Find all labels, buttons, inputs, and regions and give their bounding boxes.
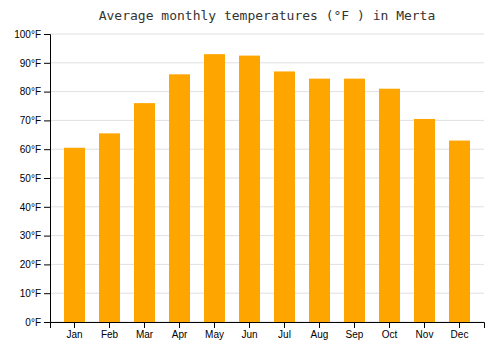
x-tick: Aug xyxy=(311,322,329,340)
bar xyxy=(309,79,330,322)
axis-line xyxy=(51,323,485,329)
y-tick-mark xyxy=(44,264,50,265)
axis-line xyxy=(44,35,51,323)
plot: Jan Feb Mar Apr May Jun Jul Aug Sep Oct Nov Dec 0°F 1… xyxy=(14,29,484,340)
x-tick-mark xyxy=(109,322,110,328)
y-tick-mark xyxy=(44,178,50,179)
x-tick: May xyxy=(205,322,224,340)
grid-line xyxy=(50,34,484,35)
x-tick: Apr xyxy=(172,322,188,340)
y-tick-mark xyxy=(44,63,50,64)
x-tick-label: Feb xyxy=(101,329,119,340)
x-tick-label: Nov xyxy=(416,329,434,340)
x-tick-mark xyxy=(214,322,215,328)
x-tick-label: Oct xyxy=(382,329,398,340)
title: Average monthly temperatures (°F ) in Me… xyxy=(99,8,436,23)
chart: Jan Feb Mar Apr May Jun Jul Aug Sep Oct Nov Dec 0°F 1… xyxy=(0,0,500,350)
y-tick: 100°F xyxy=(14,29,50,40)
y-tick-mark xyxy=(44,92,50,93)
y-tick-label: 60°F xyxy=(20,144,41,155)
bars xyxy=(64,54,470,322)
y-tick-mark xyxy=(44,293,50,294)
y-tick: 90°F xyxy=(20,58,50,69)
y-tick-mark xyxy=(44,120,50,121)
y-tick-label: 0°F xyxy=(25,317,41,328)
y-tick-label: 20°F xyxy=(20,259,41,270)
x-axis: Jan Feb Mar Apr May Jun Jul Aug Sep Oct Nov Dec xyxy=(51,322,485,340)
y-tick-mark xyxy=(44,236,50,237)
x-tick-mark xyxy=(144,322,145,328)
x-tick-label: Jun xyxy=(241,329,257,340)
x-tick: Dec xyxy=(451,322,469,340)
y-tick-label: 30°F xyxy=(20,230,41,241)
y-tick: 70°F xyxy=(20,115,50,126)
x-tick-mark xyxy=(179,322,180,328)
x-tick-label: Jan xyxy=(66,329,82,340)
y-tick-label: 80°F xyxy=(20,86,41,97)
y-tick-mark xyxy=(44,34,50,35)
y-tick-label: 70°F xyxy=(20,115,41,126)
y-tick-label: 90°F xyxy=(20,58,41,69)
x-tick: Jun xyxy=(241,322,257,340)
bar xyxy=(414,119,435,322)
y-tick: 10°F xyxy=(20,288,50,299)
y-tick-mark xyxy=(44,322,50,323)
x-tick-mark xyxy=(74,322,75,328)
x-tick-label: Dec xyxy=(451,329,469,340)
bar xyxy=(204,54,225,322)
x-tick: Sep xyxy=(346,322,364,340)
y-tick: 0°F xyxy=(25,317,50,328)
x-tick-label: Mar xyxy=(136,329,154,340)
y-tick: 20°F xyxy=(20,259,50,270)
x-tick-mark xyxy=(354,322,355,328)
y-tick: 40°F xyxy=(20,202,50,213)
y-tick: 60°F xyxy=(20,144,50,155)
x-tick-mark xyxy=(319,322,320,328)
grid xyxy=(50,34,484,322)
x-tick-label: Jul xyxy=(278,329,291,340)
x-tick-mark xyxy=(249,322,250,328)
bar xyxy=(169,74,190,322)
y-tick-label: 40°F xyxy=(20,202,41,213)
bar xyxy=(379,89,400,322)
x-tick-mark xyxy=(424,322,425,328)
x-tick: Oct xyxy=(382,322,398,340)
x-tick-mark xyxy=(389,322,390,328)
y-tick-mark xyxy=(44,207,50,208)
x-tick-mark xyxy=(459,322,460,328)
y-tick-mark xyxy=(44,149,50,150)
y-tick: 50°F xyxy=(20,173,50,184)
y-tick-label: 50°F xyxy=(20,173,41,184)
bar xyxy=(274,71,295,322)
bar xyxy=(449,141,470,322)
y-tick-label: 10°F xyxy=(20,288,41,299)
x-tick: Jul xyxy=(278,322,291,340)
x-tick-mark xyxy=(284,322,285,328)
y-tick: 80°F xyxy=(20,86,50,97)
x-tick: Mar xyxy=(136,322,154,340)
bar xyxy=(134,103,155,322)
bar xyxy=(239,56,260,322)
bar xyxy=(344,79,365,322)
y-tick: 30°F xyxy=(20,230,50,241)
bar xyxy=(99,133,120,322)
grid-line xyxy=(50,62,484,63)
y-axis: 0°F 10°F 20°F 30°F 40°F 50°F 60°F 70°F 80°F 90°F 1… xyxy=(14,29,50,328)
grid-line xyxy=(50,91,484,92)
x-tick-label: Sep xyxy=(346,329,364,340)
x-tick-label: May xyxy=(205,329,224,340)
bar xyxy=(64,148,85,322)
x-tick-label: Apr xyxy=(172,329,188,340)
x-tick: Feb xyxy=(101,322,119,340)
y-tick-label: 100°F xyxy=(14,29,41,40)
x-tick: Jan xyxy=(66,322,82,340)
x-tick-label: Aug xyxy=(311,329,329,340)
x-tick: Nov xyxy=(416,322,434,340)
